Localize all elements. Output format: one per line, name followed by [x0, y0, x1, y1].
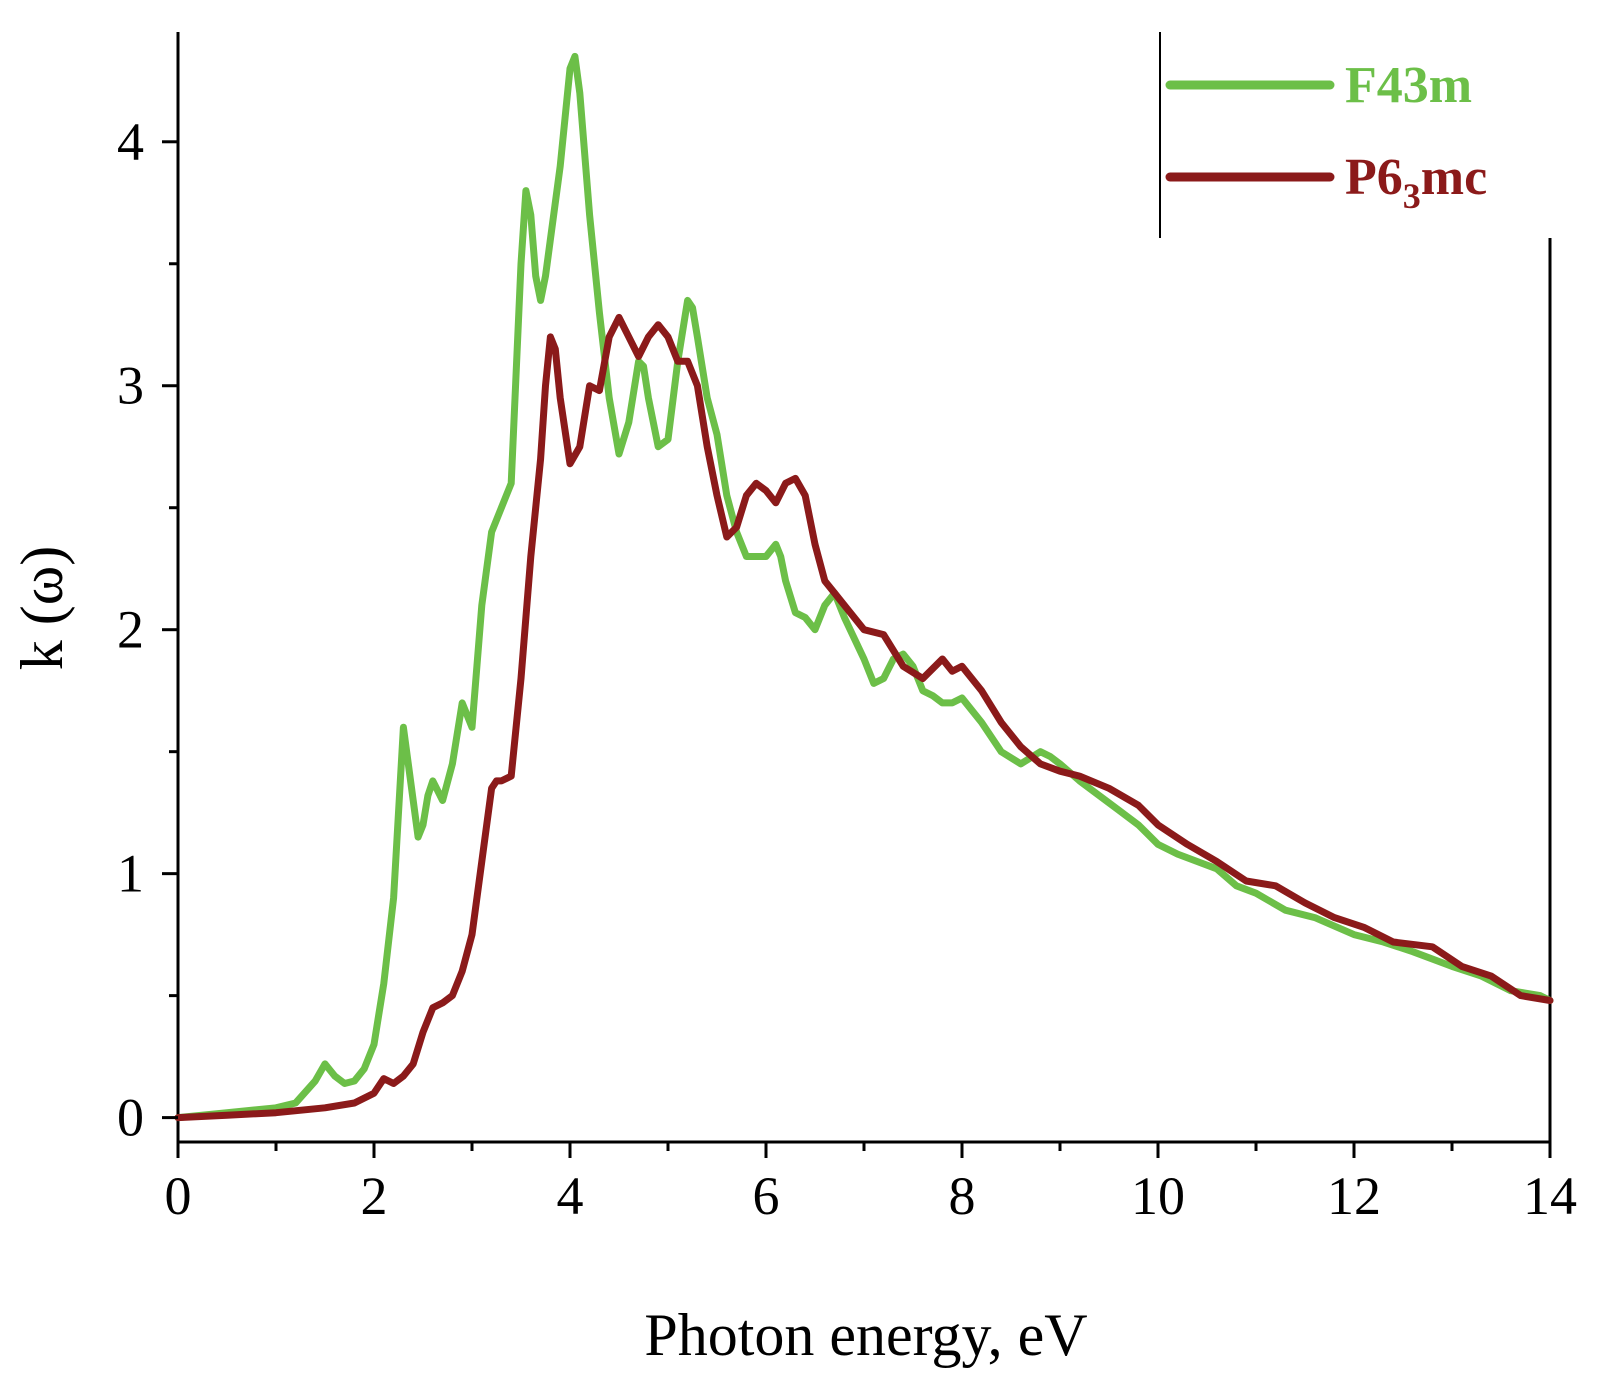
x-tick-label: 14: [1523, 1166, 1577, 1226]
x-axis-title: Photon energy, eV: [644, 1302, 1087, 1368]
legend-label-p63mc-subscript: 3: [1403, 176, 1421, 216]
x-tick-label: 12: [1327, 1166, 1381, 1226]
legend-label-p63mc-suffix: mc: [1421, 149, 1487, 206]
x-tick-label: 6: [753, 1166, 780, 1226]
legend-label-p63mc-main: P6: [1345, 149, 1403, 206]
y-tick-label: 4: [117, 112, 144, 172]
x-tick-label: 2: [361, 1166, 388, 1226]
y-tick-label: 3: [117, 356, 144, 416]
series-line-p63mc: [174, 313, 1554, 1122]
x-tick-label: 0: [165, 1166, 192, 1226]
legend-label-f43m: F43m: [1345, 57, 1472, 114]
y-tick-label: 1: [117, 844, 144, 904]
y-tick-label: 2: [117, 600, 144, 660]
legend-box: [1160, 32, 1554, 238]
x-tick-label: 4: [557, 1166, 584, 1226]
x-tick-label: 8: [949, 1166, 976, 1226]
y-axis-title: k (ω): [9, 546, 75, 670]
x-tick-label: 10: [1131, 1166, 1185, 1226]
legend-label-p63mc: P63mc: [1345, 149, 1487, 216]
y-tick-label: 0: [117, 1088, 144, 1148]
legend: F43m P63mc: [1159, 32, 1554, 238]
series-layer: [174, 52, 1554, 1122]
series-line-f43m: [174, 52, 1554, 1122]
